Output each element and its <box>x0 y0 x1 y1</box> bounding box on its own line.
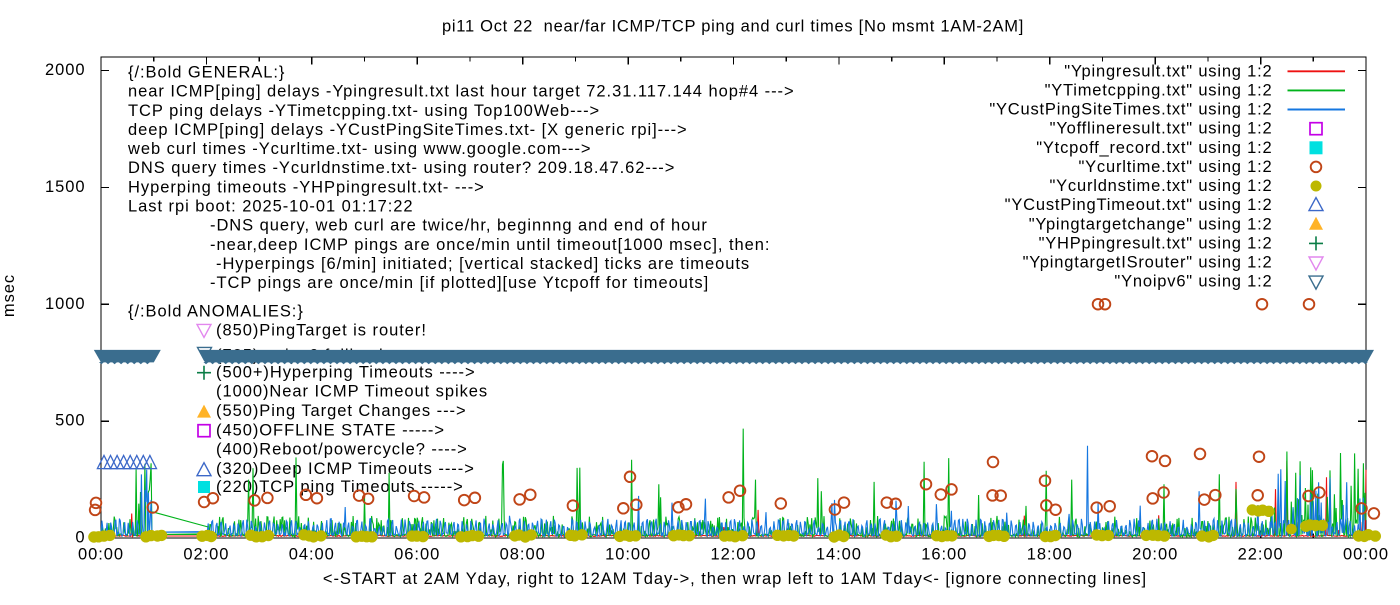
svg-text:-Hyperpings [6/min] initiated;: -Hyperpings [6/min] initiated; [vertical… <box>216 255 750 273</box>
svg-text:Hyperping timeouts -YHPpingres: Hyperping timeouts -YHPpingresult.txt- -… <box>128 178 485 196</box>
svg-text:deep ICMP[ping] delays -YCustP: deep ICMP[ping] delays -YCustPingSiteTim… <box>128 121 688 139</box>
svg-text:msec: msec <box>0 274 18 317</box>
svg-text:-DNS query, web curl are twice: -DNS query, web curl are twice/hr, begin… <box>210 217 708 235</box>
svg-text:"Ynoipv6" using 1:2: "Ynoipv6" using 1:2 <box>1114 273 1272 291</box>
svg-text:(450)OFFLINE STATE ----->: (450)OFFLINE STATE -----> <box>216 422 445 440</box>
svg-text:(500+)Hyperping Timeouts ---->: (500+)Hyperping Timeouts ----> <box>216 364 476 382</box>
svg-text:22:00: 22:00 <box>1238 546 1284 564</box>
svg-text:web curl times -Ycurltime.txt-: web curl times -Ycurltime.txt- using www… <box>127 140 592 158</box>
svg-text:"Ypingresult.txt" using 1:2: "Ypingresult.txt" using 1:2 <box>1064 62 1272 80</box>
svg-text:"YpingtargetISrouter" using 1:: "YpingtargetISrouter" using 1:2 <box>1023 254 1273 272</box>
svg-text:10:00: 10:00 <box>605 546 651 564</box>
svg-text:DNS query times -Ycurldnstime.: DNS query times -Ycurldnstime.txt- using… <box>128 159 675 177</box>
svg-text:0: 0 <box>75 529 85 547</box>
svg-text:Last rpi boot: 2025-10-01 01:1: Last rpi boot: 2025-10-01 01:17:22 <box>128 198 414 216</box>
svg-text:"Ypingtargetchange" using 1:2: "Ypingtargetchange" using 1:2 <box>1029 215 1273 233</box>
svg-text:-near,deep ICMP pings are once: -near,deep ICMP pings are once/min until… <box>210 236 770 254</box>
svg-text:00:00: 00:00 <box>78 546 124 564</box>
svg-text:"YCustPingSiteTimes.txt" using: "YCustPingSiteTimes.txt" using 1:2 <box>989 101 1272 119</box>
svg-text:1000: 1000 <box>45 295 86 313</box>
svg-text:(320)Deep ICMP Timeouts ---->: (320)Deep ICMP Timeouts ----> <box>216 460 475 478</box>
svg-text:-TCP pings are once/min [if pl: -TCP pings are once/min [if plotted][use… <box>210 274 709 292</box>
svg-text:08:00: 08:00 <box>500 546 546 564</box>
svg-text:1500: 1500 <box>45 178 86 196</box>
svg-text:pi11 Oct 22 near/far ICMP/TCP: pi11 Oct 22 near/far ICMP/TCP ping and c… <box>442 18 1024 36</box>
svg-text:(1000)Near ICMP Timeout spikes: (1000)Near ICMP Timeout spikes <box>216 382 488 400</box>
svg-text:TCP ping delays -YTimetcpping.: TCP ping delays -YTimetcpping.txt- using… <box>128 102 600 120</box>
svg-text:"Yofflineresult.txt" using 1:2: "Yofflineresult.txt" using 1:2 <box>1050 120 1273 138</box>
svg-text:"Ycurltime.txt" using 1:2: "Ycurltime.txt" using 1:2 <box>1078 158 1272 176</box>
svg-text:(220)TCP ping Timeouts ----->: (220)TCP ping Timeouts -----> <box>216 478 464 496</box>
svg-text:"Ycurldnstime.txt" using 1:2: "Ycurldnstime.txt" using 1:2 <box>1049 177 1272 195</box>
svg-text:"YHPpingresult.txt" using 1:2: "YHPpingresult.txt" using 1:2 <box>1039 234 1273 252</box>
svg-text:(400)Reboot/powercycle? ---->: (400)Reboot/powercycle? ----> <box>216 441 468 459</box>
svg-text:2000: 2000 <box>45 61 86 79</box>
svg-text:"YCustPingTimeout.txt" using 1: "YCustPingTimeout.txt" using 1:2 <box>1005 196 1273 214</box>
svg-text:(550)Ping Target Changes --->: (550)Ping Target Changes ---> <box>216 402 467 420</box>
svg-text:{/:Bold GENERAL:}: {/:Bold GENERAL:} <box>128 64 285 82</box>
svg-text:20:00: 20:00 <box>1132 546 1178 564</box>
svg-text:18:00: 18:00 <box>1027 546 1073 564</box>
svg-text:near ICMP[ping] delays -Ypingr: near ICMP[ping] delays -Ypingresult.txt … <box>128 83 795 101</box>
svg-text:12:00: 12:00 <box>710 546 756 564</box>
svg-text:14:00: 14:00 <box>816 546 862 564</box>
svg-text:00:00: 00:00 <box>1343 546 1389 564</box>
svg-text:<-START at 2AM Yday, right to: <-START at 2AM Yday, right to 12AM Tday-… <box>323 570 1147 588</box>
svg-text:500: 500 <box>55 412 85 430</box>
svg-text:"Ytcpoff_record.txt" using 1:2: "Ytcpoff_record.txt" using 1:2 <box>1036 139 1272 157</box>
svg-text:06:00: 06:00 <box>394 546 440 564</box>
svg-text:"YTimetcpping.txt" using 1:2: "YTimetcpping.txt" using 1:2 <box>1045 81 1273 99</box>
svg-text:16:00: 16:00 <box>921 546 967 564</box>
svg-text:{/:Bold ANOMALIES:}: {/:Bold ANOMALIES:} <box>128 303 304 321</box>
svg-text:(850)PingTarget is router!: (850)PingTarget is router! <box>216 322 427 340</box>
svg-text:04:00: 04:00 <box>289 546 335 564</box>
svg-text:02:00: 02:00 <box>183 546 229 564</box>
